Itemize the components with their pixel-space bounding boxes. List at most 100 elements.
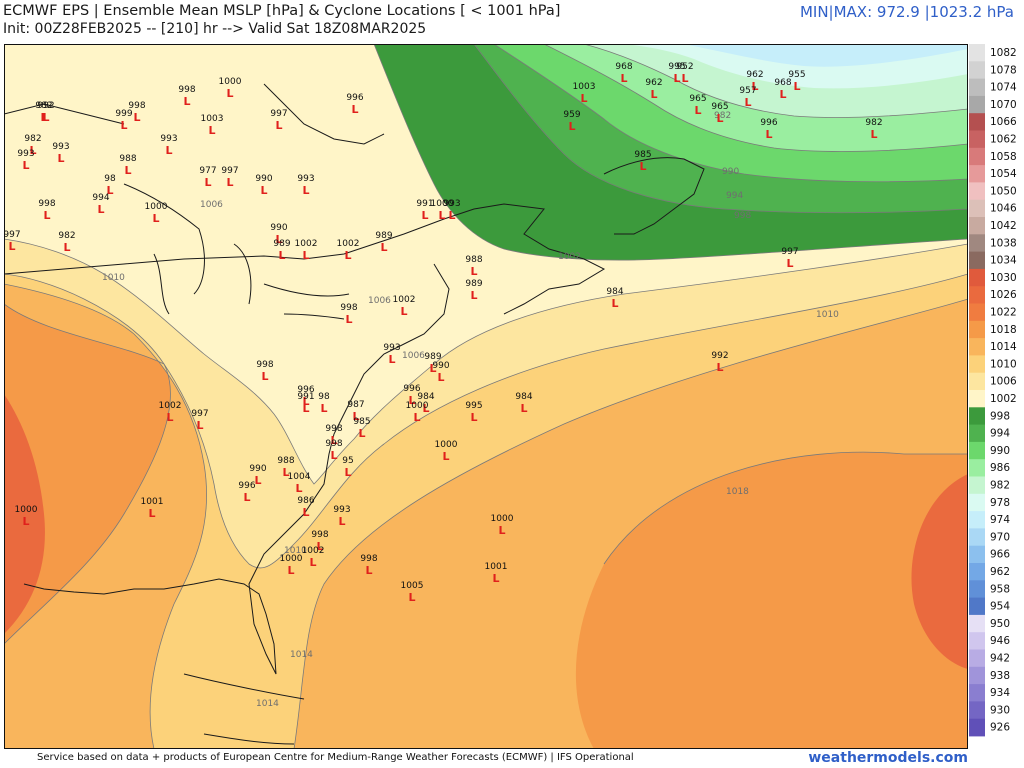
cyclone-pressure: 993 bbox=[160, 134, 177, 144]
cyclone-pressure: 998 bbox=[311, 530, 328, 540]
colorbar-label: 1054 bbox=[990, 168, 1017, 180]
colorbar-label: 1042 bbox=[990, 220, 1017, 232]
low-symbol: L bbox=[183, 95, 190, 108]
isobar-label: 1014 bbox=[256, 699, 279, 709]
cyclone-pressure: 982 bbox=[24, 134, 41, 144]
low-symbol: L bbox=[22, 159, 29, 172]
cyclone-pressure: 1001 bbox=[485, 562, 508, 572]
cyclone-pressure: 995 bbox=[465, 401, 482, 411]
cyclone-pressure: 997 bbox=[221, 166, 238, 176]
brand-link[interactable]: weathermodels.com bbox=[808, 750, 968, 766]
cyclone-pressure: 959 bbox=[563, 110, 580, 120]
low-symbol: L bbox=[681, 72, 688, 85]
cyclone-pressure: 993 bbox=[17, 149, 34, 159]
cyclone-pressure: 994 bbox=[92, 193, 109, 203]
low-symbol: L bbox=[751, 80, 758, 93]
low-symbol: L bbox=[442, 450, 449, 463]
low-symbol: L bbox=[243, 491, 250, 504]
colorbar-swatch bbox=[969, 113, 985, 131]
cyclone-pressure: 992 bbox=[37, 101, 54, 111]
ecmwf-credit: Service based on data + products of Euro… bbox=[37, 752, 634, 763]
colorbar-swatch bbox=[969, 684, 985, 702]
cyclone-pressure: 1002 bbox=[159, 401, 182, 411]
colorbar-labels: 1082 1078 1074 1070 1066 1062 1058 1054 1050 1046… bbox=[990, 47, 1017, 734]
cyclone-pressure: 989 bbox=[424, 352, 441, 362]
low-symbol: L bbox=[620, 72, 627, 85]
colorbar-swatch bbox=[969, 424, 985, 443]
cyclone-pressure: 993 bbox=[333, 505, 350, 515]
low-symbol: L bbox=[196, 419, 203, 432]
colorbar-swatch bbox=[969, 459, 985, 477]
isobar-label: 1006 bbox=[200, 200, 223, 210]
band-1022-east bbox=[911, 474, 968, 669]
colorbar-label: 974 bbox=[990, 514, 1010, 526]
cyclone-marker: 95L bbox=[342, 456, 353, 479]
colorbar-label: 982 bbox=[990, 480, 1010, 492]
cyclone-pressure: 952 bbox=[676, 62, 693, 72]
cyclone-pressure: 993 bbox=[443, 199, 460, 209]
cyclone-pressure: 1003 bbox=[201, 114, 224, 124]
cyclone-pressure: 990 bbox=[270, 223, 287, 233]
cyclone-pressure: 988 bbox=[119, 154, 136, 164]
low-symbol: L bbox=[365, 564, 372, 577]
cyclone-pressure: 968 bbox=[615, 62, 632, 72]
colorbar-label: 946 bbox=[990, 635, 1010, 647]
colorbar-label: 966 bbox=[990, 549, 1010, 561]
cyclone-pressure: 993 bbox=[297, 174, 314, 184]
cyclone-pressure: 987 bbox=[347, 400, 364, 410]
cyclone-pressure: 996 bbox=[297, 385, 314, 395]
map-title: ECMWF EPS | Ensemble Mean MSLP [hPa] & C… bbox=[3, 3, 561, 19]
colorbar-swatch bbox=[969, 511, 985, 529]
low-symbol: L bbox=[302, 402, 309, 415]
cyclone-pressure: 1004 bbox=[288, 472, 311, 482]
cyclone-pressure: 1000 bbox=[491, 514, 514, 524]
cyclone-pressure: 98 bbox=[318, 392, 330, 402]
colorbar-label: 1058 bbox=[990, 151, 1017, 163]
low-symbol: L bbox=[330, 449, 337, 462]
colorbar-swatch bbox=[969, 666, 985, 685]
cyclone-pressure: 1003 bbox=[573, 82, 596, 92]
colorbar-swatch bbox=[969, 320, 985, 339]
low-symbol: L bbox=[380, 241, 387, 254]
low-symbol: L bbox=[413, 411, 420, 424]
cyclone-pressure: 998 bbox=[340, 303, 357, 313]
colorbar-label: 1082 bbox=[990, 47, 1017, 59]
low-symbol: L bbox=[744, 96, 751, 109]
cyclone-pressure: 989 bbox=[273, 239, 290, 249]
low-symbol: L bbox=[261, 370, 268, 383]
isobar-label: 1014 bbox=[290, 650, 313, 660]
colorbar-label: 970 bbox=[990, 531, 1010, 543]
cyclone-pressure: 990 bbox=[255, 174, 272, 184]
colorbar-swatch bbox=[969, 614, 985, 633]
cyclone-pressure: 988 bbox=[465, 255, 482, 265]
colorbar-swatch bbox=[969, 251, 985, 270]
low-symbol: L bbox=[42, 111, 49, 124]
low-symbol: L bbox=[351, 103, 358, 116]
low-symbol: L bbox=[520, 402, 527, 415]
isobar-label: 1006 bbox=[402, 351, 425, 361]
